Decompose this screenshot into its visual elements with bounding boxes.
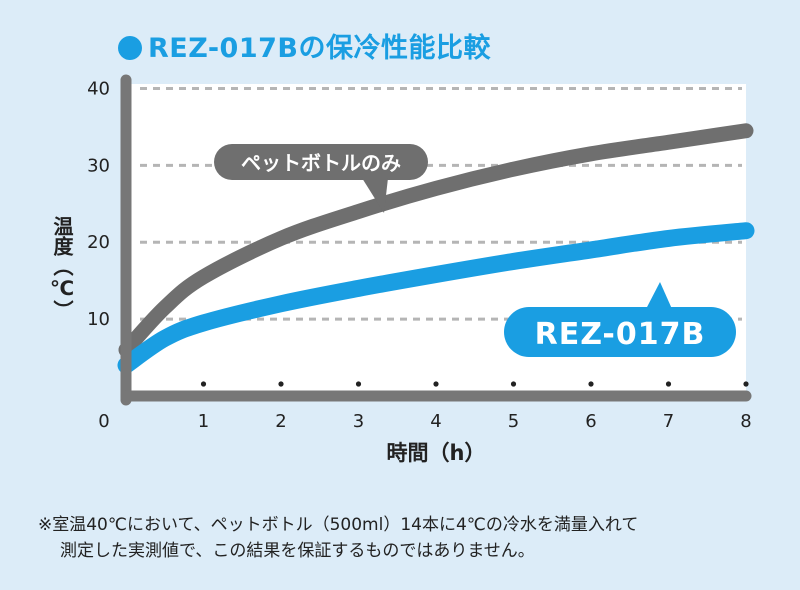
- x-tick-label: 6: [585, 411, 596, 432]
- x-tick-dot: [200, 381, 207, 387]
- y-axis-label-text: 温度（℃）: [50, 215, 74, 320]
- chart-title: REZ-017Bの保冷性能比較: [118, 26, 491, 65]
- x-tick-dot: [355, 381, 362, 387]
- y-tick-label: 10: [87, 309, 110, 330]
- bottle-callout: ペットボトルのみ: [214, 144, 428, 213]
- axes: [120, 74, 752, 406]
- x-tick-dot: [510, 381, 517, 387]
- x-tick-label: 1: [198, 411, 209, 432]
- bottle-callout-bubble: [214, 144, 428, 180]
- chart-svg: 0 1 2 3 4 5 6 7 8 10 20 30 40 温度（℃） 時間（h） ペットボトルのみ R…: [50, 74, 755, 465]
- x-tick-dot: [278, 381, 284, 387]
- footnote-line-1: ※室温40℃において、ペットボトル（500ml）14本に4℃の冷水を満量入れて: [38, 515, 639, 535]
- title-bullet-icon: [118, 36, 142, 60]
- x-tick-label: 5: [508, 411, 519, 432]
- tick-marks: [200, 381, 749, 387]
- tick-labels: 0 1 2 3 4 5 6 7 8 10 20 30 40: [87, 78, 752, 432]
- product-callout: REZ-017B: [504, 282, 736, 357]
- gridlines: [140, 86, 742, 321]
- x-tick-dot: [665, 381, 672, 387]
- x-tick-label: 0: [98, 411, 109, 432]
- y-axis-label: 温度（℃）: [50, 215, 74, 320]
- product-callout-bubble: [504, 307, 736, 357]
- x-tick-label: 3: [353, 411, 364, 432]
- series-line-bottle: [118, 123, 754, 358]
- chart-title-text: REZ-017Bの保冷性能比較: [148, 33, 491, 64]
- x-tick-label: 4: [430, 411, 441, 432]
- footnote: ※室温40℃において、ペットボトル（500ml）14本に4℃の冷水を満量入れて …: [38, 512, 638, 564]
- series-lines: [117, 123, 755, 374]
- bottle-callout-pointer: [362, 178, 388, 213]
- series-line-product: [117, 222, 755, 374]
- x-tick-dot: [588, 381, 594, 387]
- product-callout-label: REZ-017B: [535, 317, 706, 352]
- footnote-line-2: 測定した実測値で、この結果を保証するものではありません。: [60, 541, 535, 561]
- x-tick-label: 2: [275, 411, 286, 432]
- product-callout-pointer: [646, 282, 672, 309]
- y-tick-label: 30: [87, 155, 110, 176]
- x-axis-label: 時間（h）: [387, 441, 486, 465]
- y-tick-label: 40: [87, 78, 110, 99]
- y-tick-label: 20: [87, 232, 110, 253]
- x-tick-label: 8: [740, 411, 751, 432]
- x-tick-label: 7: [663, 411, 674, 432]
- x-tick-dot: [433, 381, 439, 387]
- x-tick-dot: [743, 381, 749, 387]
- bottle-callout-label: ペットボトルのみ: [241, 151, 401, 175]
